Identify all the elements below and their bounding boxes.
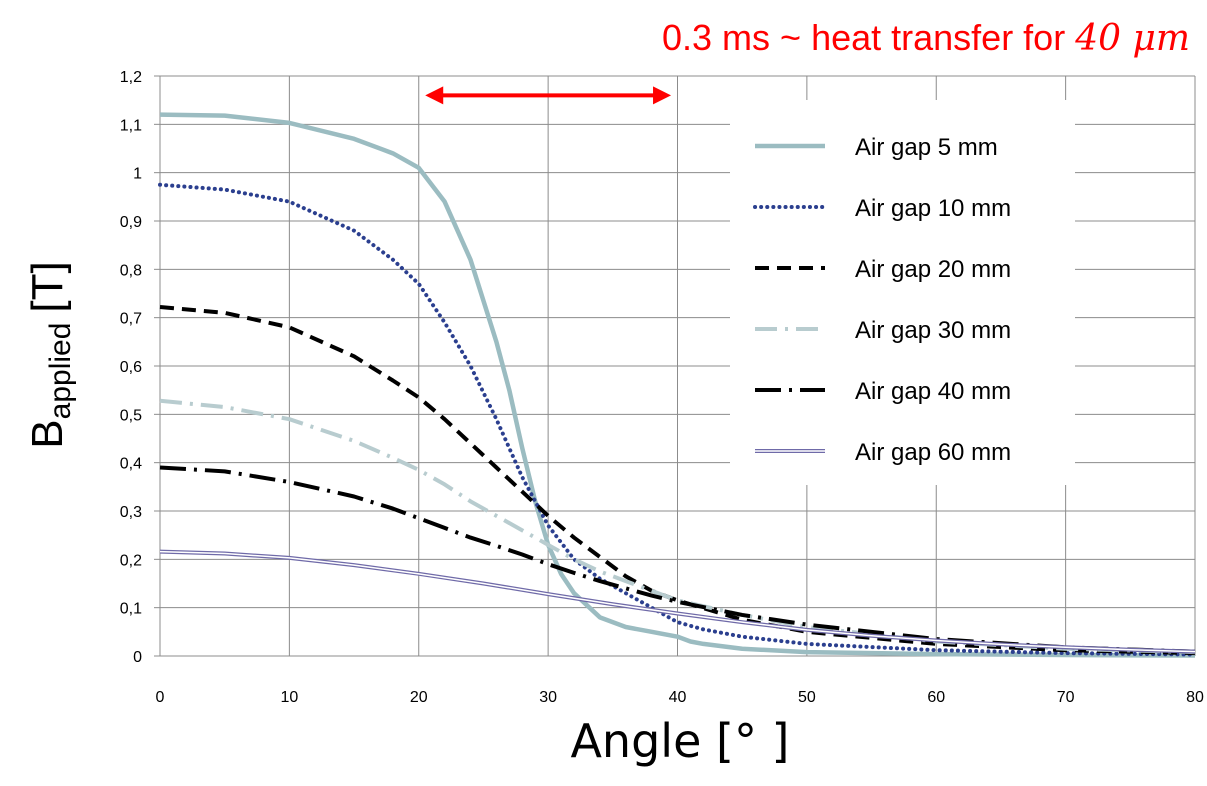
annotation-arrow-head-right — [653, 86, 672, 105]
legend-entry: Air gap 60 mm — [855, 439, 1011, 466]
legend-entry: Air gap 20 mm — [855, 256, 1011, 283]
y-tick-label: 0,2 — [120, 552, 142, 569]
legend-background — [730, 100, 1075, 485]
x-tick-label: 10 — [280, 689, 298, 706]
y-axis-label-main: B — [23, 419, 72, 448]
x-tick-label: 20 — [410, 689, 428, 706]
x-tick-label: 60 — [927, 689, 945, 706]
y-tick-label: 0,3 — [120, 504, 142, 521]
annotation-text-main: 0.3 ms ~ heat transfer for — [662, 17, 1075, 58]
series-line-air-gap-40-mm — [159, 465, 1196, 654]
x-tick-label: 70 — [1057, 689, 1075, 706]
y-tick-label: 1,2 — [120, 69, 142, 86]
x-tick-label: 50 — [798, 689, 816, 706]
y-tick-label: 0,9 — [120, 214, 142, 231]
y-axis-label: Bapplied [T] — [23, 261, 77, 448]
y-axis-label-sub: applied — [44, 323, 77, 420]
y-tick-label: 0,7 — [120, 311, 142, 328]
series-line-inner-air-gap-60-mm — [159, 550, 1196, 653]
x-tick-label: 0 — [156, 689, 165, 706]
y-tick-label: 1,1 — [120, 117, 142, 134]
legend-entry: Air gap 40 mm — [855, 378, 1011, 405]
legend: Air gap 5 mm Air gap 10 mm Air gap 20 mm Ai… — [730, 100, 1075, 485]
y-tick-label: 0 — [133, 649, 142, 666]
y-tick-label: 0,8 — [120, 262, 142, 279]
y-tick-label: 0,6 — [120, 359, 142, 376]
y-axis-label-unit: [T] — [23, 261, 72, 312]
series-line-air-gap-10-mm — [158, 182, 1197, 657]
legend-entry: Air gap 10 mm — [855, 195, 1011, 222]
y-tick-label: 0,4 — [120, 456, 142, 473]
x-tick-label: 40 — [669, 689, 687, 706]
tick-labels: 0 0,1 0,2 0,3 0,4 0,5 0,6 0,7 0,8 0,9 1 1,1 1,2 0 10 20… — [120, 69, 1204, 706]
y-tick-label: 1 — [133, 166, 142, 183]
y-tick-label: 0,5 — [120, 407, 142, 424]
series-lines — [158, 112, 1197, 658]
legend-entry: Air gap 5 mm — [855, 134, 998, 161]
annotation: 0.3 ms ~ heat transfer for 40 μm — [425, 17, 1190, 105]
annotation-arrow-head-left — [425, 86, 444, 105]
legend-entry: Air gap 30 mm — [855, 317, 1011, 344]
annotation-text: 0.3 ms ~ heat transfer for 40 μm — [662, 17, 1190, 59]
y-tick-label: 0,1 — [120, 601, 142, 618]
x-axis-label: Angle [° ] — [570, 714, 789, 768]
x-tick-label: 30 — [539, 689, 557, 706]
x-tick-label: 80 — [1186, 689, 1204, 706]
series-line-air-gap-5-mm — [159, 112, 1196, 658]
annotation-math: 40 μm — [1074, 18, 1190, 59]
